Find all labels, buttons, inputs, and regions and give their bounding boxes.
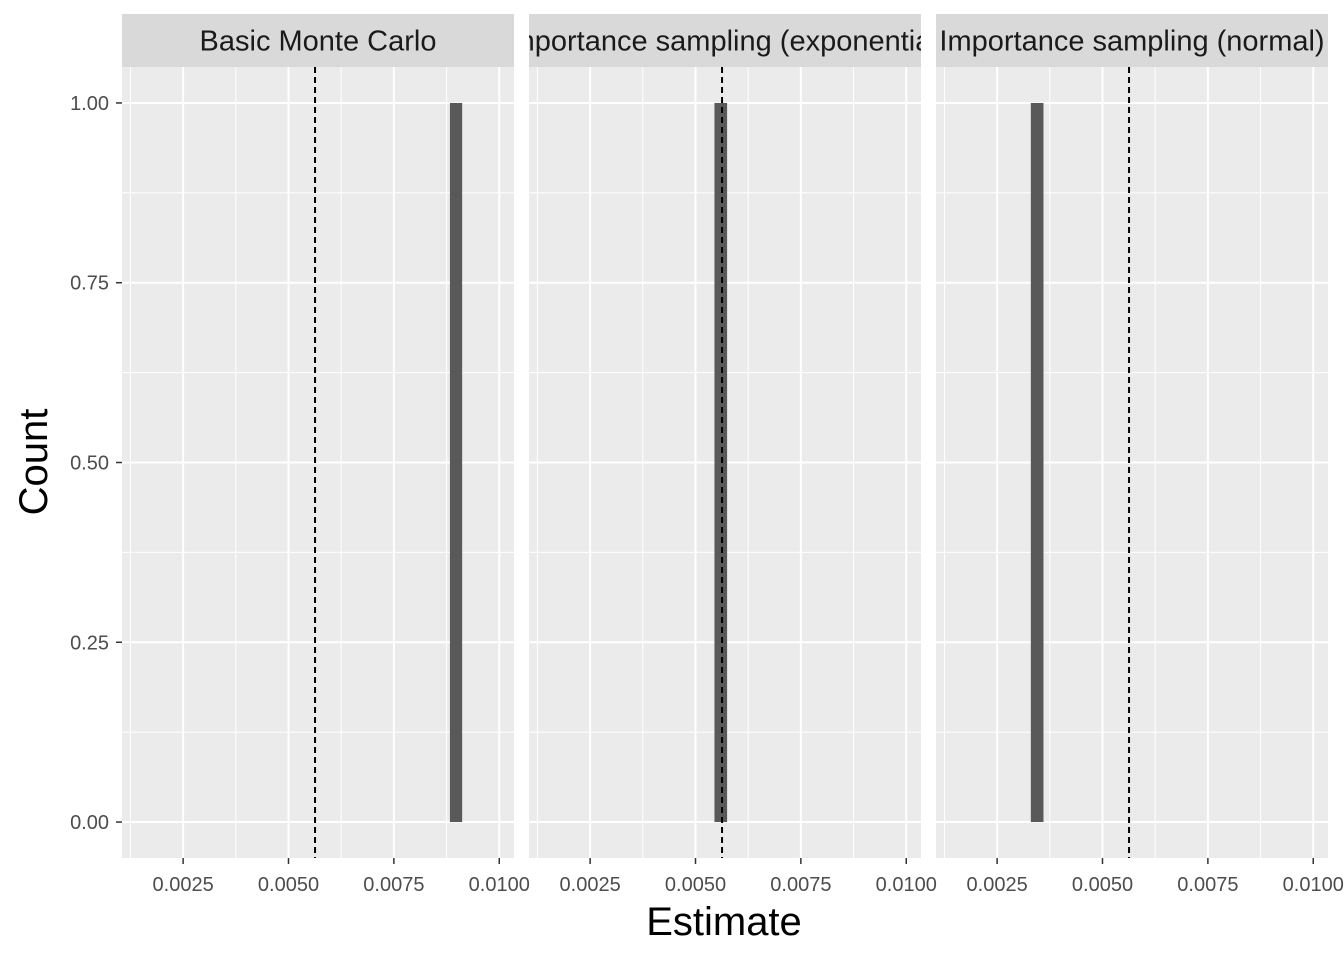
x-tick-label: 0.0075 [770,874,831,896]
facet-panel: Importance sampling (exponential) 0.0025 0… [503,14,948,896]
x-tick-label: 0.0025 [967,874,1028,896]
x-tick-label: 0.0025 [153,874,214,896]
x-tick-label: 0.0025 [560,874,621,896]
x-tick-label: 0.0100 [876,874,937,896]
facet-strip [122,14,514,67]
facet-strip-label: Basic Monte Carlo [200,26,437,58]
x-tick-label: 0.0050 [1072,874,1133,896]
facet-strip [936,14,1328,67]
x-tick-label: 0.0075 [1177,874,1238,896]
histogram-bar [449,102,463,823]
x-axis-title: Estimate [646,900,802,944]
histogram-bar [714,102,728,823]
facet-panel: Importance sampling (normal) 0.0025 0.0050… [936,14,1344,896]
panels: Basic Monte Carlo 0.0025 0.0050 0.0075 0.010… [122,14,1344,896]
facet-strip [529,14,921,67]
x-tick-label: 0.0075 [363,874,424,896]
y-tick-label: 0.25 [70,632,109,654]
y-tick-label: 0.50 [70,453,109,475]
y-tick-label: 0.00 [70,812,109,834]
x-tick-label: 0.0050 [258,874,319,896]
facet-panel: Basic Monte Carlo 0.0025 0.0050 0.0075 0.010… [122,14,530,896]
y-tick-label: 1.00 [70,93,109,115]
facet-strip-label: Importance sampling (normal) [939,26,1324,58]
histogram-bar [1030,102,1044,823]
facet-strip-label: Importance sampling (exponential) [503,26,948,58]
y-axis: 0.00 0.25 0.50 0.75 1.00 [70,93,122,834]
x-tick-label: 0.0100 [469,874,530,896]
y-tick-label: 0.75 [70,273,109,295]
x-tick-label: 0.0050 [665,874,726,896]
y-axis-title: Count [12,409,56,516]
x-tick-label: 0.0100 [1283,874,1344,896]
